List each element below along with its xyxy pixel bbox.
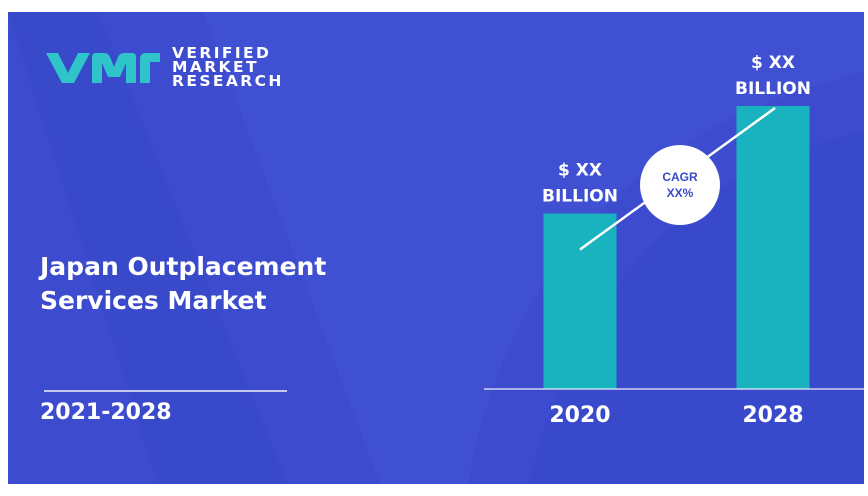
brand-name: VERIFIED MARKET RESEARCH [172,44,284,90]
report-title-line-2: Services Market [40,286,267,315]
banner-background [8,12,864,484]
bar-value-label-2020-line-2: BILLION [542,187,618,207]
brand-line-research: RESEARCH [172,72,284,90]
title-divider [44,390,287,392]
report-title: Japan Outplacement Services Market [40,250,326,318]
bar-2020 [543,213,617,389]
x-tick-label-2020: 2020 [549,403,610,428]
brand-logo: VERIFIED MARKET RESEARCH [44,44,284,90]
report-banner: VERIFIED MARKET RESEARCH Japan Outplacem… [8,12,864,484]
market-bar-chart: $ XX BILLION 2020 $ XX BILLION 2028 [484,53,864,428]
report-title-line-1: Japan Outplacement [40,252,327,281]
cagr-badge: CAGR XX% [640,145,720,225]
brand-line-verified: VERIFIED [172,44,272,62]
bar-2028 [736,106,810,389]
cagr-label: CAGR [662,170,698,184]
forecast-period: 2021-2028 [40,400,172,425]
bar-value-label-2028-line-2: BILLION [735,79,811,99]
brand-line-market: MARKET [172,58,259,76]
cagr-value: XX% [666,186,694,200]
bar-value-label-2028-line-1: $ XX [751,53,795,73]
bar-value-label-2020-line-1: $ XX [558,161,602,181]
vmr-logo-icon [46,53,160,83]
x-tick-label-2028: 2028 [742,403,803,428]
